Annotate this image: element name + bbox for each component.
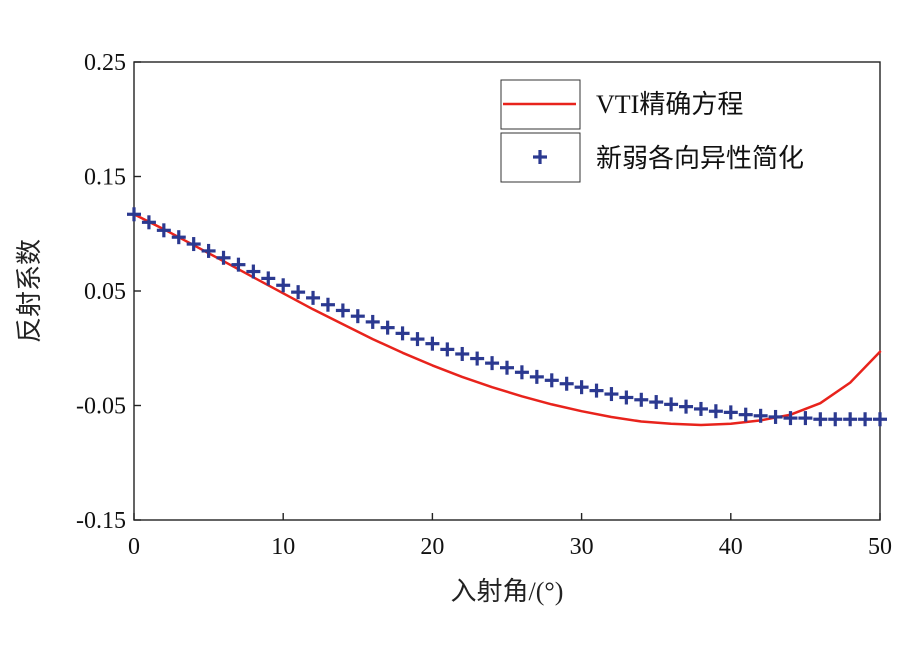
series-marker-simplified: [485, 356, 500, 371]
series-marker-simplified: [455, 346, 470, 361]
series-marker-simplified: [410, 332, 425, 347]
legend: VTI精确方程 新弱各向异性简化: [500, 79, 804, 183]
series-marker-simplified: [529, 369, 544, 384]
series-marker-simplified: [500, 360, 514, 375]
y-tick-label: 0.15: [84, 165, 126, 191]
series-marker-simplified: [843, 412, 858, 427]
series-marker-simplified: [544, 373, 559, 388]
series-marker-simplified: [231, 257, 246, 272]
legend-plus-marker: [533, 150, 547, 164]
series-marker-simplified: [440, 342, 455, 357]
y-tick-label: 0.25: [84, 50, 126, 76]
series-marker-simplified: [395, 326, 410, 341]
series-marker-simplified: [201, 243, 216, 258]
series-marker-simplified: [649, 395, 664, 410]
x-tick-label: 50: [868, 534, 892, 560]
series-marker-simplified: [738, 407, 753, 422]
series-marker-simplified: [753, 408, 768, 423]
series-marker-simplified: [828, 412, 843, 427]
legend-label-exact: VTI精确方程: [596, 90, 743, 119]
y-axis-ticks: -0.15 -0.05 0.05 0.15 0.25: [76, 50, 141, 534]
x-tick-label: 10: [271, 534, 295, 560]
series-marker-simplified: [679, 399, 694, 414]
series-marker-simplified: [306, 290, 321, 305]
series-marker-simplified: [186, 237, 201, 252]
series-marker-simplified: [708, 404, 723, 419]
series-marker-simplified: [425, 336, 440, 351]
series-marker-simplified: [619, 390, 634, 405]
legend-swatch-plus-marker: [533, 150, 547, 164]
series-marker-simplified: [365, 314, 380, 329]
series-marker-simplified: [783, 411, 798, 426]
series-marker-simplified: [171, 230, 186, 245]
series-marker-simplified: [813, 412, 828, 427]
series-marker-simplified: [873, 412, 887, 427]
x-axis-ticks: 0 10 20 30 40 50: [128, 513, 892, 560]
x-tick-label: 40: [719, 534, 743, 560]
series-marker-simplified: [261, 271, 276, 286]
series-marker-simplified: [216, 250, 231, 265]
x-axis-title: 入射角/(°): [451, 577, 564, 606]
series-marker-simplified: [858, 412, 873, 427]
series-marker-simplified: [693, 401, 708, 416]
x-tick-label: 0: [128, 534, 140, 560]
series-marker-simplified: [246, 264, 261, 279]
series-line-vti-exact: [132, 213, 882, 427]
y-tick-label: -0.05: [76, 394, 126, 420]
series-marker-simplified: [335, 303, 350, 318]
series-marker-simplified: [798, 411, 813, 426]
series-marker-simplified: [559, 376, 574, 391]
legend-label-simplified: 新弱各向异性简化: [596, 144, 804, 173]
series-marker-simplified: [350, 309, 365, 324]
x-tick-label: 30: [570, 534, 594, 560]
series-layer: [127, 207, 887, 427]
series-marker-simplified: [634, 392, 649, 407]
series-marker-simplified: [723, 405, 738, 420]
series-marker-simplified: [127, 207, 141, 222]
series-marker-simplified: [380, 320, 395, 335]
series-marker-simplified: [276, 278, 291, 293]
series-marker-simplified: [768, 409, 783, 424]
series-marker-simplified: [156, 223, 171, 238]
series-marker-simplified: [291, 285, 306, 300]
series-marker-simplified: [470, 351, 485, 366]
series-marker-simplified: [589, 383, 604, 398]
series-marker-simplified: [574, 380, 589, 395]
y-tick-label: 0.05: [84, 279, 126, 305]
series-marker-simplified: [604, 387, 619, 402]
x-tick-label: 20: [420, 534, 444, 560]
series-marker-simplified: [664, 397, 679, 412]
series-marker-simplified: [514, 365, 529, 380]
series-marker-simplified: [320, 297, 335, 312]
series-marker-simplified: [141, 215, 156, 230]
y-axis-title: 反射系数: [15, 239, 44, 343]
plot-frame: [133, 61, 881, 521]
y-tick-label: -0.15: [76, 508, 126, 534]
